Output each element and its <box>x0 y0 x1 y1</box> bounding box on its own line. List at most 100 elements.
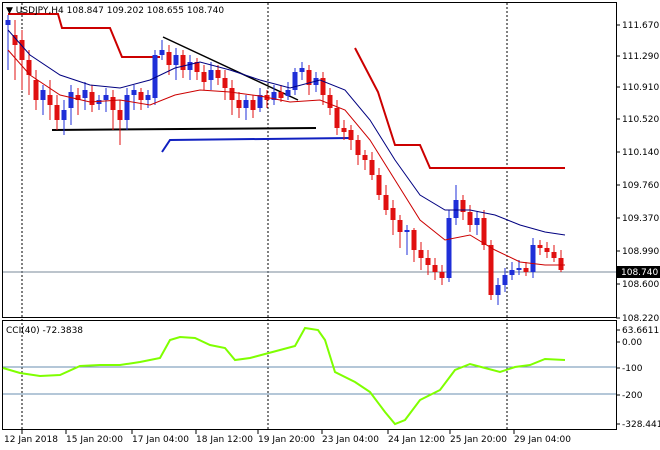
cci-tick-label: 0.00 <box>622 338 642 348</box>
candle-body <box>215 70 221 78</box>
cci-tick-label: 63.6611 <box>622 326 659 336</box>
candle-body <box>180 55 186 70</box>
support-line-blue <box>161 137 351 153</box>
candlesticks <box>5 15 564 305</box>
time-tick-label: 19 Jan 20:00 <box>258 435 315 445</box>
candle-body <box>376 175 382 195</box>
candle-body <box>446 218 452 278</box>
cci-tick-label: -328.4416 <box>622 420 660 430</box>
cci-tick-label: -200 <box>622 391 643 401</box>
candle-body <box>19 40 25 60</box>
candle-body <box>145 95 151 100</box>
time-tick-label: 25 Jan 20:00 <box>450 435 507 445</box>
candle-body <box>117 110 123 120</box>
candle-body <box>278 92 284 98</box>
candle-body <box>54 105 60 120</box>
price-axis: 111.670 111.290 110.910 110.520 110.140 109.7… <box>616 21 659 324</box>
candle-body <box>5 20 11 25</box>
candle-body <box>299 68 305 72</box>
candle-body <box>271 92 277 100</box>
candle-body <box>12 35 18 45</box>
candle-body <box>516 268 522 270</box>
candle-body <box>334 108 340 128</box>
fast-moving-average <box>7 49 565 266</box>
candle-body <box>411 230 417 250</box>
candle-body <box>159 50 165 55</box>
candle-body <box>425 258 431 265</box>
price-tick-label: 111.670 <box>622 21 659 31</box>
time-tick-label: 15 Jan 20:00 <box>66 435 123 445</box>
candle-body <box>292 72 298 90</box>
candle-body <box>397 220 403 232</box>
candle-body <box>306 70 312 85</box>
candle-body <box>89 92 95 105</box>
candle-body <box>439 272 445 278</box>
candle-body <box>502 275 508 285</box>
candle-body <box>530 245 536 272</box>
candle-body <box>201 72 207 82</box>
candle-body <box>257 95 263 108</box>
candle-body <box>194 62 200 72</box>
candle-body <box>229 88 235 100</box>
price-tick-label: 110.520 <box>622 115 659 125</box>
cci-panel-frame <box>2 320 617 430</box>
candle-body <box>47 95 53 105</box>
candle-body <box>243 100 249 108</box>
current-price-tag <box>617 266 660 278</box>
support-line-upper <box>51 127 317 131</box>
candle-body <box>362 155 368 160</box>
candle-body <box>236 100 242 108</box>
candle-body <box>509 270 515 275</box>
candle-body <box>355 140 361 155</box>
price-tick-label: 110.910 <box>622 83 659 93</box>
candle-body <box>82 90 88 98</box>
candle-body <box>173 55 179 65</box>
candle-body <box>138 92 144 100</box>
candle-body <box>481 218 487 245</box>
candle-body <box>495 285 501 295</box>
time-tick-label: 17 Jan 04:00 <box>132 435 189 445</box>
candle-body <box>222 78 228 88</box>
cci-tick-label: -100 <box>622 364 643 374</box>
time-tick-label: 12 Jan 2018 <box>4 435 58 445</box>
candle-body <box>467 212 473 225</box>
candle-body <box>285 90 291 96</box>
candle-body <box>383 195 389 210</box>
trailing-stop-line-2 <box>354 47 565 169</box>
candle-body <box>341 128 347 132</box>
candle-body <box>110 97 116 110</box>
slow-moving-average <box>7 29 566 236</box>
trailing-stop-line <box>8 13 160 58</box>
candle-body <box>33 80 39 100</box>
price-tick-label: 108.990 <box>622 247 659 257</box>
price-tick-label: 108.220 <box>622 314 659 324</box>
candle-body <box>124 95 130 120</box>
candle-body <box>40 90 46 100</box>
candle-body <box>187 62 193 70</box>
cci-line <box>2 326 566 426</box>
candle-body <box>474 218 480 225</box>
candle-body <box>488 245 494 295</box>
candle-body <box>152 55 158 98</box>
candle-body <box>208 70 214 80</box>
candle-body <box>544 248 550 252</box>
candle-body <box>369 160 375 175</box>
candle-body <box>453 200 459 218</box>
candle-body <box>103 95 109 100</box>
cci-title: CCI(40) -72.3838 <box>6 326 83 336</box>
time-axis: 12 Jan 2018 15 Jan 20:00 17 Jan 04:00 18 Ja… <box>4 430 571 445</box>
candle-body <box>348 130 354 140</box>
candle-body <box>166 52 172 65</box>
time-tick-label: 23 Jan 04:00 <box>322 435 379 445</box>
symbol-title: ▼ USDJPY,H4 108.847 109.202 108.655 108.… <box>6 6 224 16</box>
candle-body <box>551 252 557 258</box>
candle-body <box>320 78 326 95</box>
price-tick-label: 111.290 <box>622 52 659 62</box>
trendline-descending <box>162 36 299 101</box>
candle-body <box>75 95 81 100</box>
cci-axis: 63.6611 0.00 -100 -200 -328.4416 <box>616 326 660 430</box>
price-tick-label: 108.600 <box>622 280 659 290</box>
candle-body <box>26 60 32 75</box>
candle-body <box>460 200 466 212</box>
